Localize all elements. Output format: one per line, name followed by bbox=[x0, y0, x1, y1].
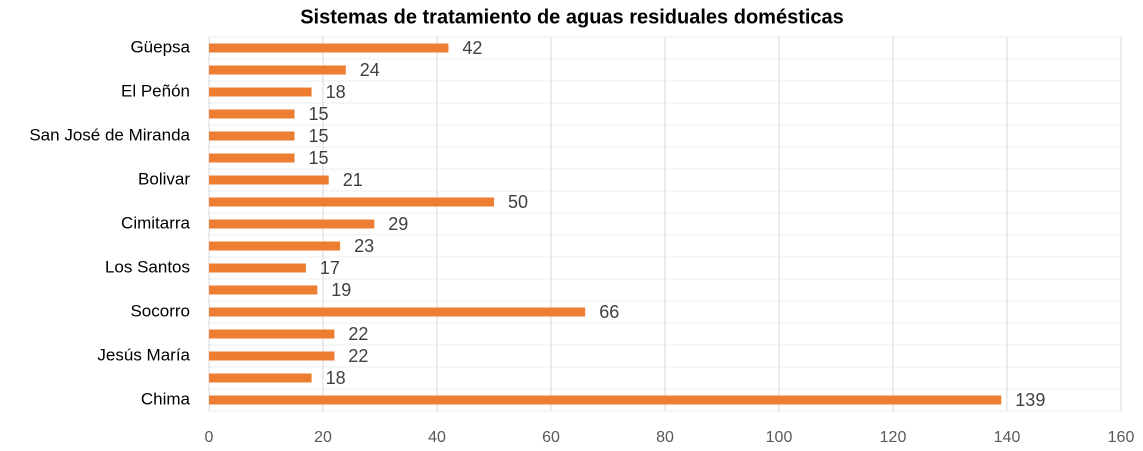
x-tick-label: 120 bbox=[880, 429, 907, 446]
value-label: 17 bbox=[320, 258, 340, 278]
y-tick-label: Chima bbox=[141, 389, 191, 408]
bar bbox=[209, 87, 312, 97]
y-tick-label: Bolivar bbox=[138, 169, 190, 188]
x-tick-label: 160 bbox=[1108, 429, 1135, 446]
value-label: 22 bbox=[348, 324, 368, 344]
value-label: 24 bbox=[360, 60, 380, 80]
x-tick-label: 40 bbox=[428, 429, 446, 446]
value-label: 18 bbox=[326, 82, 346, 102]
y-tick-label: Jesús María bbox=[97, 345, 190, 364]
bar bbox=[209, 197, 494, 207]
value-label: 66 bbox=[599, 302, 619, 322]
value-label: 15 bbox=[309, 104, 329, 124]
bar bbox=[209, 241, 341, 251]
bar bbox=[209, 109, 295, 119]
x-tick-label: 0 bbox=[205, 429, 214, 446]
value-label: 29 bbox=[388, 214, 408, 234]
y-tick-label: Los Santos bbox=[105, 257, 190, 276]
y-tick-label: Güepsa bbox=[130, 37, 190, 56]
value-label: 19 bbox=[331, 280, 351, 300]
bar bbox=[209, 351, 335, 361]
y-tick-label: San José de Miranda bbox=[29, 125, 190, 144]
value-label: 23 bbox=[354, 236, 374, 256]
value-label: 50 bbox=[508, 192, 528, 212]
bar bbox=[209, 153, 295, 163]
x-tick-label: 140 bbox=[994, 429, 1021, 446]
bar bbox=[209, 131, 295, 141]
bar bbox=[209, 175, 329, 185]
value-label: 15 bbox=[309, 126, 329, 146]
bar bbox=[209, 285, 318, 295]
value-label: 21 bbox=[343, 170, 363, 190]
bar bbox=[209, 307, 586, 317]
y-tick-label: Cimitarra bbox=[121, 213, 190, 232]
bar bbox=[209, 43, 449, 53]
value-label: 42 bbox=[462, 38, 482, 58]
x-tick-label: 100 bbox=[766, 429, 793, 446]
x-tick-label: 60 bbox=[542, 429, 560, 446]
value-label: 22 bbox=[348, 346, 368, 366]
bar bbox=[209, 263, 306, 273]
bar bbox=[209, 65, 346, 75]
chart-title: Sistemas de tratamiento de aguas residua… bbox=[300, 6, 844, 28]
y-tick-label: Socorro bbox=[130, 301, 190, 320]
bar bbox=[209, 395, 1002, 405]
bar bbox=[209, 373, 312, 383]
bar bbox=[209, 219, 375, 229]
value-label: 139 bbox=[1015, 390, 1045, 410]
x-tick-label: 80 bbox=[656, 429, 674, 446]
x-tick-label: 20 bbox=[314, 429, 332, 446]
value-label: 18 bbox=[326, 368, 346, 388]
value-label: 15 bbox=[309, 148, 329, 168]
bar bbox=[209, 329, 335, 339]
y-tick-label: El Peñón bbox=[121, 81, 190, 100]
